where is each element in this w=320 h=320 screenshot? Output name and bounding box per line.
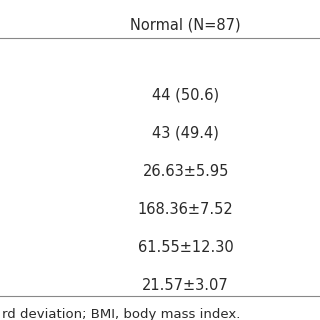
Text: 26.63±5.95: 26.63±5.95 <box>142 164 229 179</box>
Text: rd deviation; BMI, body mass index.: rd deviation; BMI, body mass index. <box>2 308 240 320</box>
Text: 21.57±3.07: 21.57±3.07 <box>142 278 229 293</box>
Text: 43 (49.4): 43 (49.4) <box>152 126 219 141</box>
Text: 44 (50.6): 44 (50.6) <box>152 88 219 103</box>
Text: 168.36±7.52: 168.36±7.52 <box>138 202 234 217</box>
Text: 61.55±12.30: 61.55±12.30 <box>138 240 234 255</box>
Text: Normal (N=87): Normal (N=87) <box>130 18 241 33</box>
